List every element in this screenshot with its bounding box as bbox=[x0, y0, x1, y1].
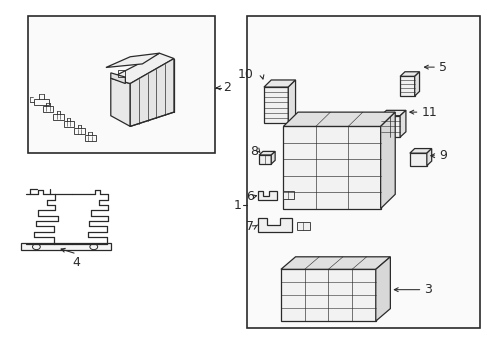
Polygon shape bbox=[426, 149, 431, 166]
Polygon shape bbox=[414, 72, 419, 96]
Bar bbox=[297, 222, 309, 230]
Polygon shape bbox=[111, 53, 174, 84]
Polygon shape bbox=[380, 112, 394, 208]
Text: 2: 2 bbox=[223, 81, 230, 94]
Bar bbox=[28, 16, 215, 153]
Polygon shape bbox=[259, 152, 275, 155]
Polygon shape bbox=[409, 149, 431, 153]
Bar bbox=[74, 128, 85, 134]
Text: 9: 9 bbox=[438, 149, 446, 162]
Polygon shape bbox=[399, 111, 405, 137]
Bar bbox=[246, 16, 479, 328]
Polygon shape bbox=[380, 111, 405, 116]
Polygon shape bbox=[264, 80, 295, 87]
Polygon shape bbox=[399, 72, 419, 76]
Polygon shape bbox=[283, 126, 380, 208]
Text: 10: 10 bbox=[237, 68, 253, 81]
Text: 7: 7 bbox=[245, 220, 253, 233]
Polygon shape bbox=[111, 78, 130, 126]
Polygon shape bbox=[111, 73, 125, 84]
Bar bbox=[42, 106, 53, 112]
Polygon shape bbox=[257, 191, 277, 200]
Bar bbox=[21, 243, 111, 249]
Polygon shape bbox=[281, 269, 375, 321]
Bar bbox=[85, 135, 96, 141]
Polygon shape bbox=[130, 59, 174, 126]
Polygon shape bbox=[106, 53, 159, 67]
Polygon shape bbox=[287, 80, 295, 123]
Text: 4: 4 bbox=[73, 256, 81, 269]
Bar bbox=[53, 113, 64, 120]
Text: 5: 5 bbox=[438, 60, 446, 73]
Polygon shape bbox=[259, 155, 271, 164]
Bar bbox=[34, 99, 49, 105]
Polygon shape bbox=[283, 112, 394, 126]
Polygon shape bbox=[281, 257, 389, 269]
Bar bbox=[63, 121, 74, 127]
Text: 6: 6 bbox=[245, 190, 253, 203]
Text: 11: 11 bbox=[421, 105, 436, 119]
Bar bbox=[283, 191, 293, 199]
Polygon shape bbox=[264, 87, 287, 123]
Polygon shape bbox=[380, 116, 399, 137]
Text: 3: 3 bbox=[424, 283, 431, 296]
Bar bbox=[118, 70, 125, 77]
Polygon shape bbox=[257, 218, 291, 232]
Polygon shape bbox=[409, 153, 426, 166]
Text: 1: 1 bbox=[233, 198, 241, 212]
Polygon shape bbox=[271, 152, 275, 164]
Text: 8: 8 bbox=[249, 145, 257, 158]
Polygon shape bbox=[399, 76, 414, 96]
Polygon shape bbox=[375, 257, 389, 321]
